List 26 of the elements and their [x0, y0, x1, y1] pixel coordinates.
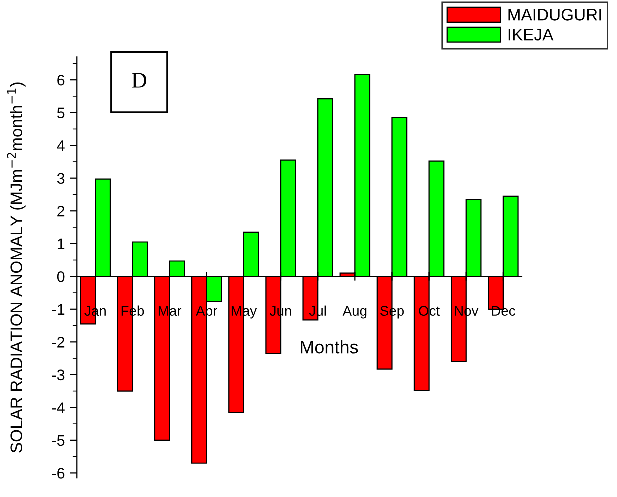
y-tick-label: -1	[52, 304, 65, 315]
legend-label: IKEJA	[508, 29, 554, 41]
x-tick-label: Mar	[158, 306, 182, 316]
x-axis-title: Months	[301, 340, 358, 354]
x-tick-label: Jan	[84, 306, 106, 316]
y-tick-label: 6	[58, 74, 65, 86]
y-tick-label: 4	[57, 140, 65, 152]
x-tick-label: Oct	[419, 306, 440, 316]
y-axis-title: SOLAR RADIATION ANOMALY (MJm$^{−2}$month$^{−1}$)	[7, 82, 26, 453]
y-tick-label: -4	[52, 402, 65, 414]
x-tick-label: Jun	[270, 306, 292, 316]
y-tick-label: -5	[52, 435, 65, 446]
y-tick-label: -3	[52, 370, 65, 381]
x-tick-label: Nov	[455, 306, 479, 316]
y-tick-label: 1	[58, 238, 65, 250]
y-tick-label: 5	[57, 108, 65, 119]
y-tick-label: 0	[57, 272, 65, 282]
annotation: D	[132, 73, 147, 88]
y-tick-label: 2	[58, 206, 65, 217]
x-tick-label: Feb	[122, 306, 144, 316]
y-tick-label: -6	[52, 468, 65, 479]
y-tick-label: -2	[52, 337, 65, 348]
x-tick-label: Aug	[342, 306, 367, 319]
x-tick-label: Sep	[380, 306, 404, 319]
y-tick-label: 3	[57, 173, 65, 184]
legend-label: MAIDUGURI	[508, 9, 602, 21]
